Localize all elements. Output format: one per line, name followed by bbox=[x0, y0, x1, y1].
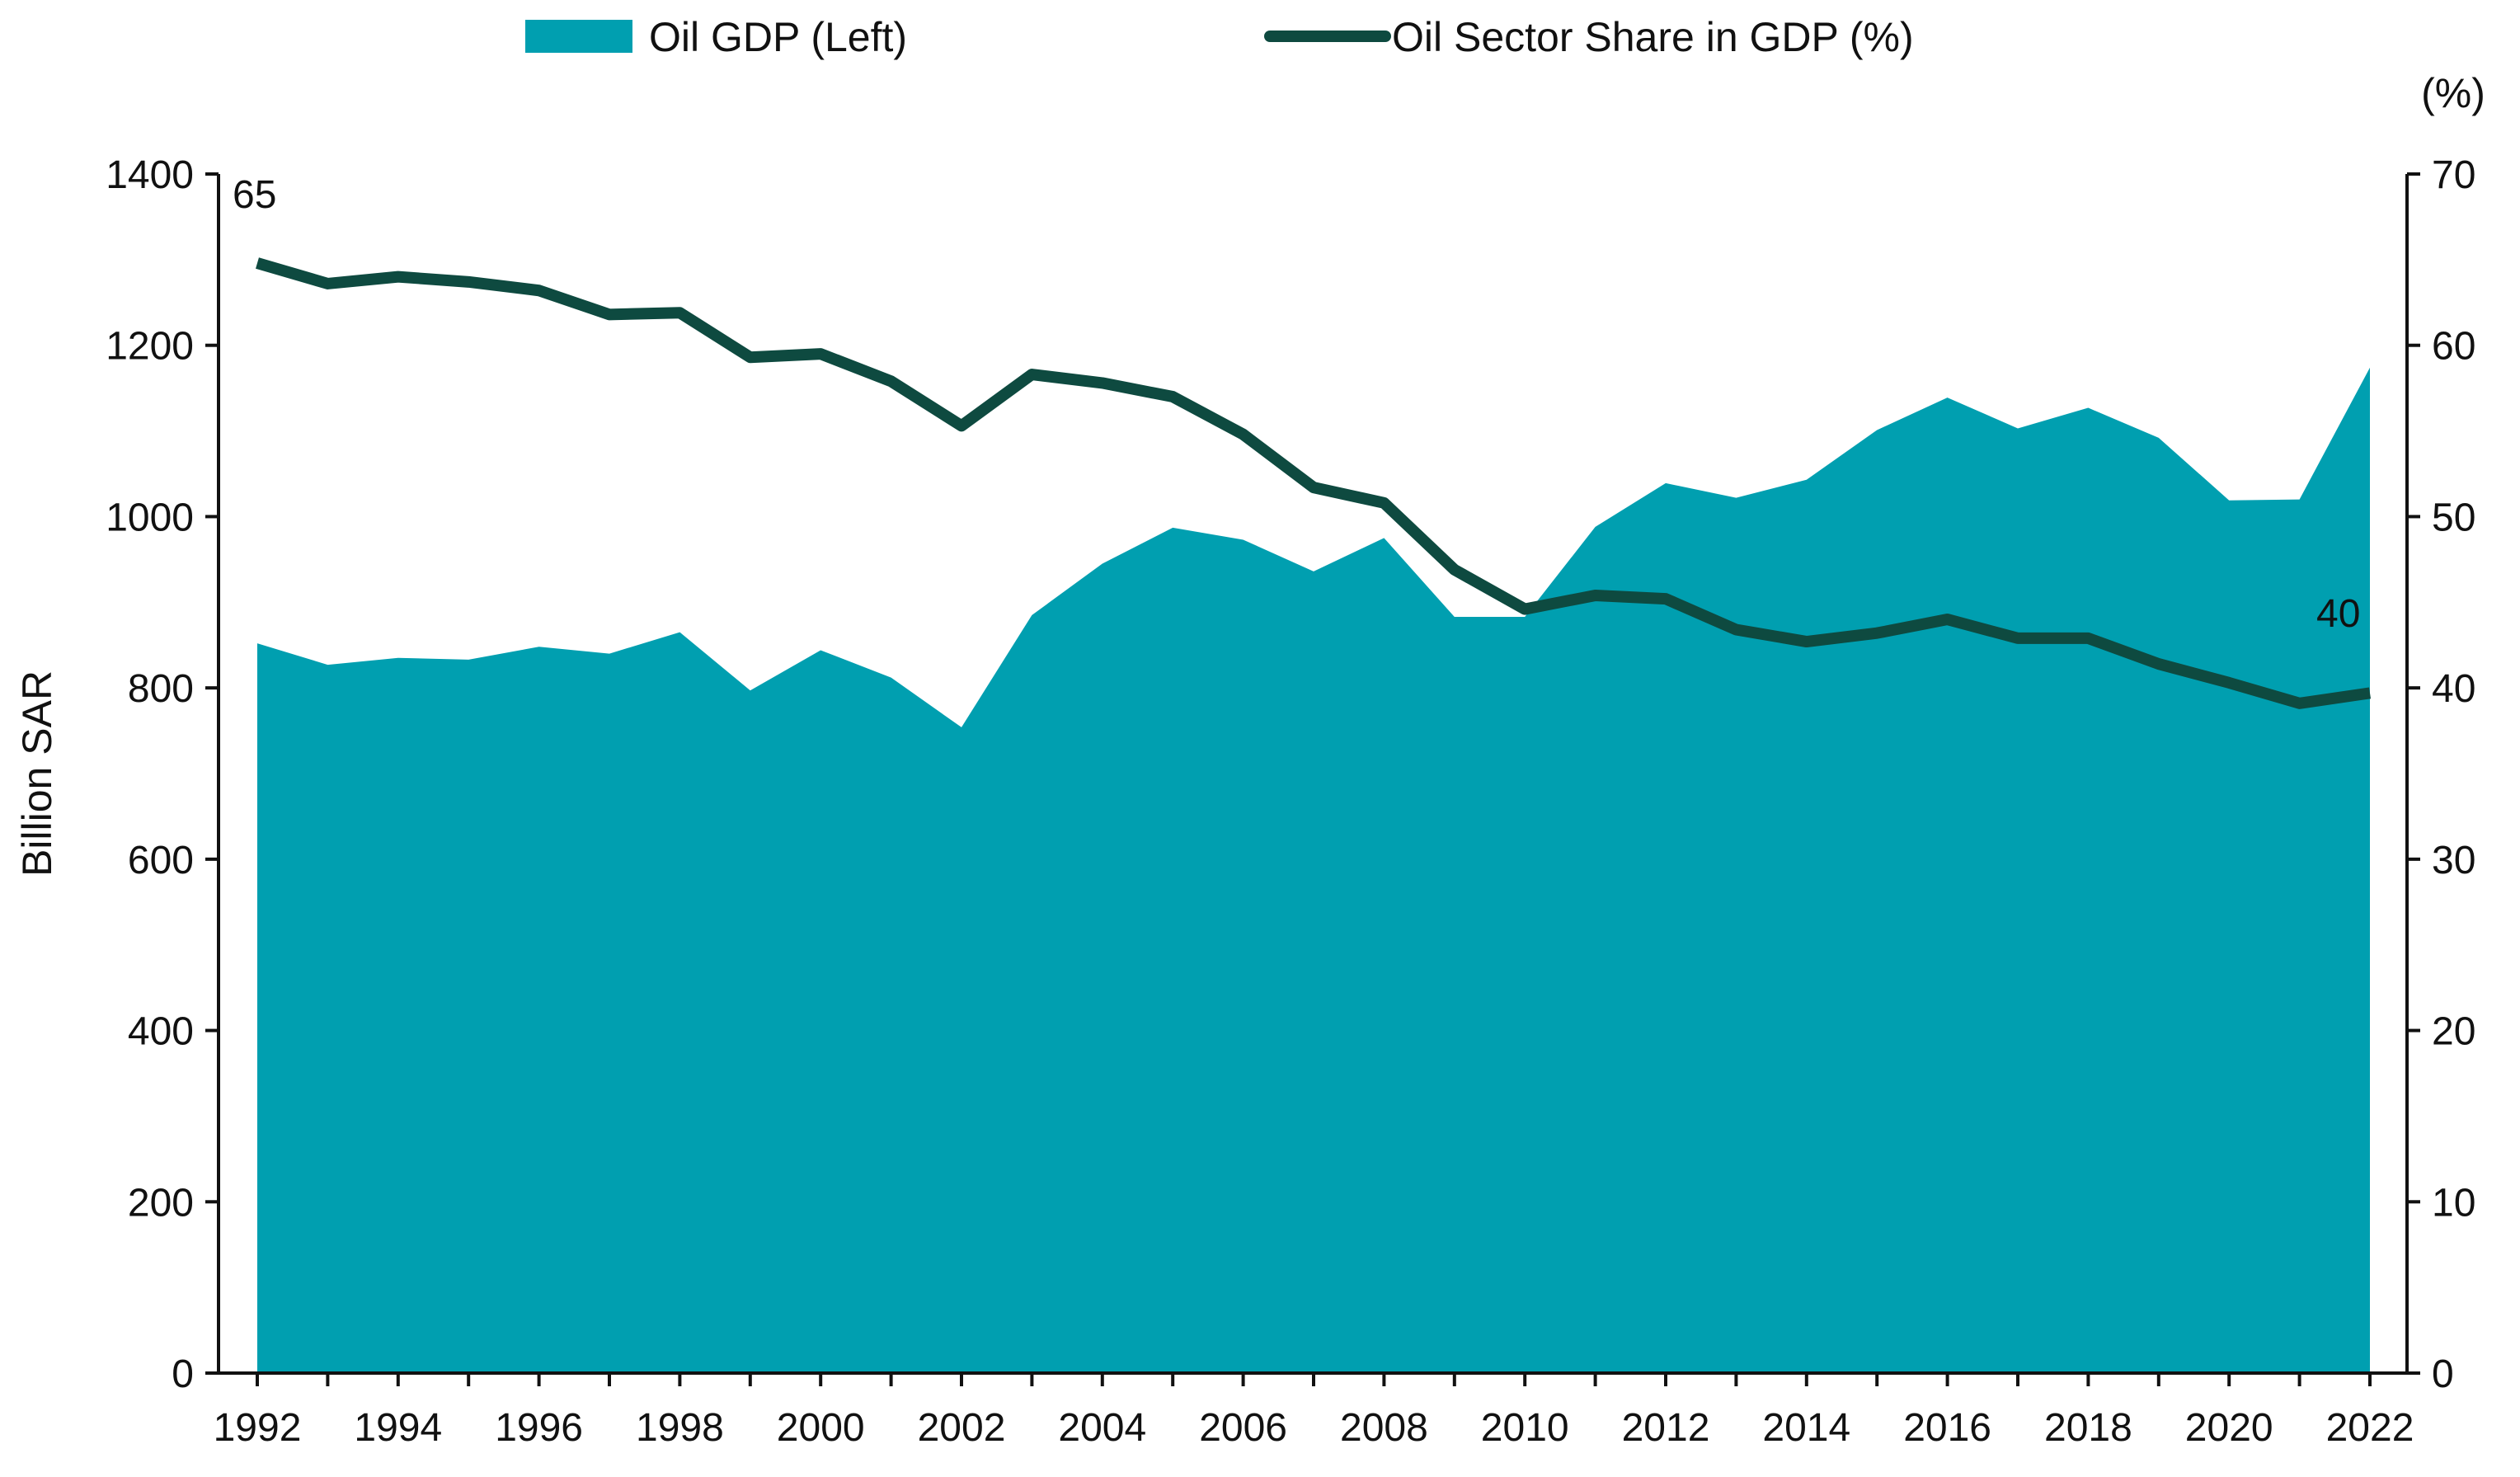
x-tick-label: 2014 bbox=[1762, 1406, 1850, 1450]
x-tick-label: 2012 bbox=[1622, 1406, 1710, 1450]
x-tick-label: 2002 bbox=[918, 1406, 1006, 1450]
left-tick-label: 400 bbox=[128, 1010, 194, 1054]
right-tick-label: 70 bbox=[2432, 153, 2475, 197]
oil-share-line bbox=[256, 257, 2372, 709]
right-tick-label: 40 bbox=[2432, 667, 2475, 711]
left-axis-title: Billion SAR bbox=[14, 670, 60, 877]
right-tick-label: 10 bbox=[2432, 1181, 2475, 1225]
annotation-end-value: 40 bbox=[2316, 592, 2360, 636]
oil-gdp-area bbox=[257, 367, 2370, 1373]
x-tick-label: 2008 bbox=[1340, 1406, 1428, 1450]
right-tick-label: 0 bbox=[2432, 1352, 2454, 1396]
legend-swatch-area bbox=[525, 20, 632, 53]
right-tick-label: 30 bbox=[2432, 839, 2475, 882]
x-tick-label: 2016 bbox=[1903, 1406, 1991, 1450]
legend-label-area: Oil GDP (Left) bbox=[649, 14, 907, 60]
left-tick-label: 1000 bbox=[106, 496, 194, 539]
x-tick-label: 2004 bbox=[1058, 1406, 1146, 1450]
x-tick-label: 1992 bbox=[214, 1406, 302, 1450]
right-axis-title: (%) bbox=[2421, 70, 2485, 116]
legend-label-line: Oil Sector Share in GDP (%) bbox=[1392, 14, 1914, 60]
x-tick-label: 2000 bbox=[777, 1406, 865, 1450]
left-tick-label: 600 bbox=[128, 839, 194, 882]
left-tick-label: 200 bbox=[128, 1181, 194, 1225]
x-tick-label: 2010 bbox=[1481, 1406, 1569, 1450]
annotation-start-value: 65 bbox=[233, 173, 276, 217]
x-tick-label: 2022 bbox=[2326, 1406, 2414, 1450]
legend: Oil GDP (Left) Oil Sector Share in GDP (… bbox=[525, 14, 1914, 60]
left-tick-label: 0 bbox=[172, 1352, 194, 1396]
x-tick-label: 2018 bbox=[2044, 1406, 2132, 1450]
x-tick-label: 2020 bbox=[2185, 1406, 2273, 1450]
left-tick-label: 1200 bbox=[106, 325, 194, 369]
left-tick-label: 1400 bbox=[106, 153, 194, 197]
x-tick-label: 1996 bbox=[495, 1406, 583, 1450]
x-tick-label: 1998 bbox=[636, 1406, 724, 1450]
x-tick-label: 1994 bbox=[354, 1406, 442, 1450]
right-tick-label: 50 bbox=[2432, 496, 2475, 539]
right-tick-label: 20 bbox=[2432, 1010, 2475, 1054]
x-tick-label: 2006 bbox=[1199, 1406, 1287, 1450]
left-tick-label: 800 bbox=[128, 667, 194, 711]
right-tick-label: 60 bbox=[2432, 325, 2475, 369]
